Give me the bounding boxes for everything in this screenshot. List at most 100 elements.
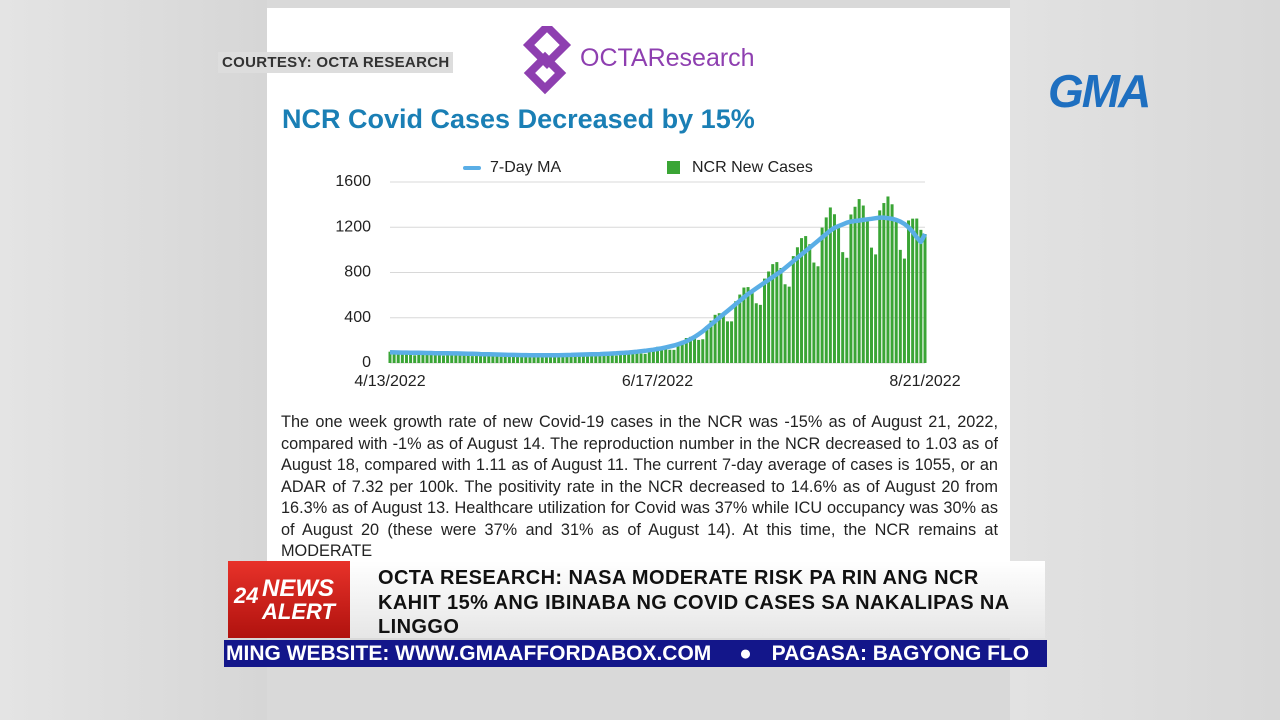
bar xyxy=(771,264,775,363)
ticker-bullet: ● xyxy=(739,642,752,665)
bar xyxy=(750,291,754,363)
bar xyxy=(907,220,911,363)
y-tick-label: 1200 xyxy=(335,218,371,235)
bar xyxy=(425,351,429,363)
bar xyxy=(528,357,532,363)
bar xyxy=(627,350,631,363)
bar xyxy=(746,287,750,363)
bar xyxy=(853,206,857,363)
bar xyxy=(565,354,569,363)
bar xyxy=(573,353,577,363)
bar xyxy=(804,236,808,363)
logo-mark xyxy=(522,26,572,95)
bar xyxy=(433,353,437,363)
bar xyxy=(544,354,548,363)
x-tick-label: 8/21/2022 xyxy=(889,373,960,390)
bar xyxy=(878,210,882,363)
bar xyxy=(495,356,499,363)
bar xyxy=(569,353,573,363)
y-tick-label: 0 xyxy=(362,354,371,371)
bar xyxy=(450,352,454,363)
bar xyxy=(688,336,692,363)
bar xyxy=(540,354,544,363)
ticker: MING WEBSITE: WWW.GMAAFFORDABOX.COM ● PA… xyxy=(224,640,1047,667)
bar xyxy=(647,349,651,363)
bar xyxy=(404,352,408,363)
bar xyxy=(516,354,520,363)
bar xyxy=(470,356,474,363)
bar xyxy=(849,214,853,363)
bar xyxy=(791,256,795,363)
alert-line: NEWS xyxy=(262,575,334,602)
news-alert: 24 NEWS ALERT xyxy=(228,561,350,638)
bar xyxy=(413,355,417,363)
chart-title: NCR Covid Cases Decreased by 15% xyxy=(282,104,755,134)
bar xyxy=(623,351,627,363)
bar xyxy=(808,244,812,363)
bar xyxy=(417,352,421,363)
bar xyxy=(919,229,923,363)
bar xyxy=(693,336,697,363)
bar xyxy=(816,266,820,363)
bar xyxy=(466,355,470,363)
bar xyxy=(388,351,392,363)
bar xyxy=(392,351,396,363)
bar xyxy=(668,349,672,363)
bar xyxy=(511,353,515,363)
slide-panel xyxy=(267,8,1010,568)
bar xyxy=(499,356,503,363)
bar xyxy=(734,301,738,363)
bar xyxy=(754,303,758,363)
ticker-item: MING WEBSITE: WWW.GMAAFFORDABOX.COM xyxy=(226,642,712,665)
bar xyxy=(532,354,536,363)
bar xyxy=(643,353,647,363)
bar xyxy=(606,353,610,363)
legend-swatch xyxy=(667,161,680,174)
blurred-background xyxy=(1010,0,1280,720)
bar xyxy=(758,304,762,363)
headline-box: OCTA RESEARCH: NASA MODERATE RISK PA RIN… xyxy=(350,561,1045,638)
bar xyxy=(742,287,746,363)
channel-logo: GMA xyxy=(1048,65,1151,117)
y-tick-label: 800 xyxy=(344,264,371,281)
bar xyxy=(536,354,540,363)
bar xyxy=(491,354,495,363)
bar xyxy=(676,343,680,363)
bar xyxy=(454,351,458,363)
alert-line: ALERT xyxy=(262,599,335,624)
bar xyxy=(520,355,524,363)
ticker-item: PAGASA: BAGYONG FLO xyxy=(771,642,1030,665)
bar xyxy=(602,353,606,363)
bar xyxy=(421,351,425,363)
bar xyxy=(915,218,919,363)
bar xyxy=(725,321,729,363)
bar xyxy=(557,357,561,363)
bar xyxy=(890,204,894,363)
bar xyxy=(524,356,528,363)
bar xyxy=(684,337,688,363)
x-tick-label: 4/13/2022 xyxy=(354,373,425,390)
bar xyxy=(446,352,450,363)
bar xyxy=(800,238,804,363)
bar xyxy=(870,247,873,363)
x-tick-label: 6/17/2022 xyxy=(622,373,693,390)
bar xyxy=(874,254,878,363)
bar xyxy=(783,284,787,363)
bar xyxy=(705,326,709,363)
bar xyxy=(474,353,478,363)
line xyxy=(389,215,928,358)
bar xyxy=(845,257,849,363)
bar xyxy=(614,355,618,363)
bar xyxy=(631,351,635,363)
bar xyxy=(639,353,643,363)
bar xyxy=(577,354,581,363)
bar xyxy=(837,226,841,363)
bar xyxy=(738,294,742,363)
bar xyxy=(487,354,491,363)
bar xyxy=(713,314,717,363)
y-tick-label: 1600 xyxy=(335,173,371,190)
bar xyxy=(824,217,828,363)
bar xyxy=(503,354,507,363)
